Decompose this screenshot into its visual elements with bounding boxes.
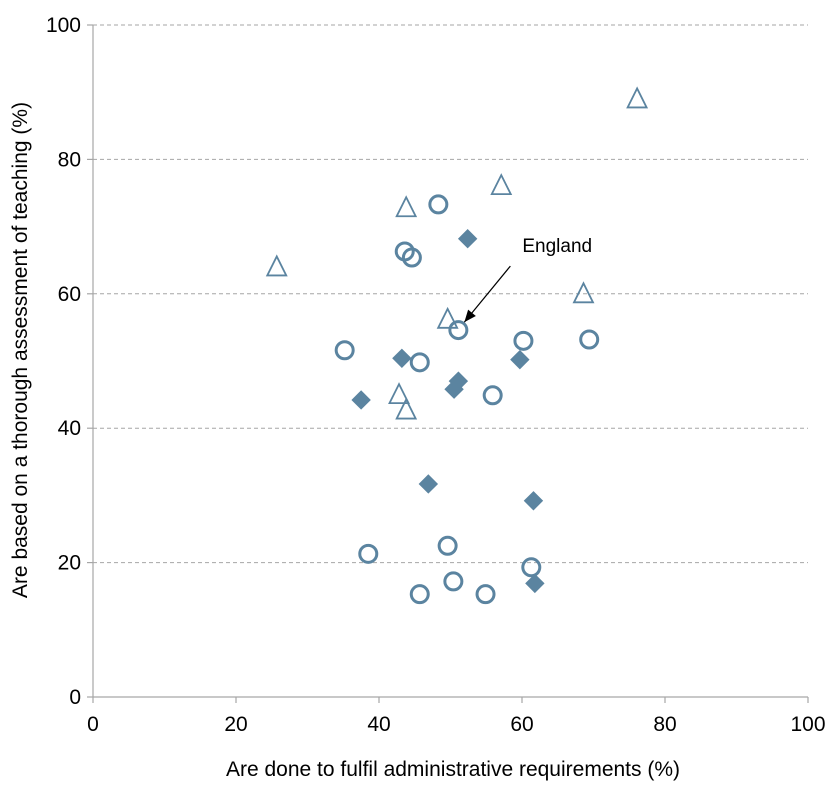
circle-open-point-5 bbox=[513, 330, 534, 351]
triangle-open-point-3 bbox=[395, 195, 418, 218]
annotation-arrow-head bbox=[464, 309, 476, 323]
triangle-open-point-8 bbox=[395, 397, 418, 420]
triangle-open-point-5 bbox=[572, 281, 595, 304]
x-tick-label-100: 100 bbox=[790, 713, 825, 736]
diamond-filled-point-9 bbox=[525, 573, 545, 594]
x-axis-title: Are done to fulfil administrative requir… bbox=[226, 758, 680, 781]
circle-open-point-12 bbox=[521, 557, 542, 578]
axes bbox=[87, 24, 809, 703]
y-tick-label-40: 40 bbox=[58, 417, 81, 440]
x-tick-label-60: 60 bbox=[510, 713, 533, 736]
x-tick-label-40: 40 bbox=[367, 713, 390, 736]
x-tick-label-20: 20 bbox=[224, 713, 247, 736]
circle-open-point-8 bbox=[409, 352, 430, 373]
circle-open-point-6 bbox=[579, 329, 600, 350]
circle-open-point-11 bbox=[437, 535, 458, 556]
circle-open-point-1 bbox=[428, 194, 449, 215]
y-tick-label-0: 0 bbox=[69, 686, 81, 709]
x-tick-label-0: 0 bbox=[87, 713, 99, 736]
data-points bbox=[265, 86, 649, 605]
triangle-open-point-4 bbox=[265, 254, 288, 277]
diamond-filled-point-1 bbox=[457, 228, 478, 249]
triangle-open-point-7 bbox=[388, 382, 410, 405]
annotation-england: England bbox=[522, 236, 592, 257]
circle-open-point-14 bbox=[409, 584, 430, 605]
triangle-open-point-1 bbox=[626, 86, 649, 109]
circle-open-point-7 bbox=[334, 340, 355, 361]
triangle-open-point-2 bbox=[490, 173, 513, 196]
circle-open-point-3 bbox=[401, 247, 422, 268]
triangle-open-point-6 bbox=[436, 306, 459, 329]
circle-open-point-4 bbox=[448, 320, 469, 341]
y-tick-label-20: 20 bbox=[58, 552, 81, 575]
tick-labels: 0 20 40 60 80 100 0 20 40 60 80 100 bbox=[46, 14, 826, 736]
annotation-arrow-line bbox=[463, 265, 511, 323]
diamond-filled-point-2 bbox=[392, 348, 412, 369]
y-tick-label-100: 100 bbox=[46, 14, 81, 37]
diamond-filled-point-3 bbox=[510, 349, 530, 370]
y-tick-label-80: 80 bbox=[58, 148, 81, 171]
circle-open-point-15 bbox=[475, 584, 496, 605]
x-tick-label-80: 80 bbox=[653, 713, 676, 736]
circle-open-point-10 bbox=[358, 543, 379, 564]
circle-open-point-9 bbox=[482, 385, 503, 406]
gridlines bbox=[93, 24, 808, 564]
y-axis-title: Are based on a thorough assessment of te… bbox=[9, 102, 32, 598]
y-tick-label-60: 60 bbox=[58, 283, 81, 306]
diamond-filled-point-6 bbox=[351, 390, 371, 410]
diamond-filled-point-7 bbox=[418, 474, 439, 494]
diamond-filled-point-5 bbox=[444, 379, 464, 399]
circle-open-point-13 bbox=[443, 571, 464, 592]
annotations: England bbox=[463, 236, 592, 323]
diamond-filled-point-8 bbox=[523, 491, 544, 511]
